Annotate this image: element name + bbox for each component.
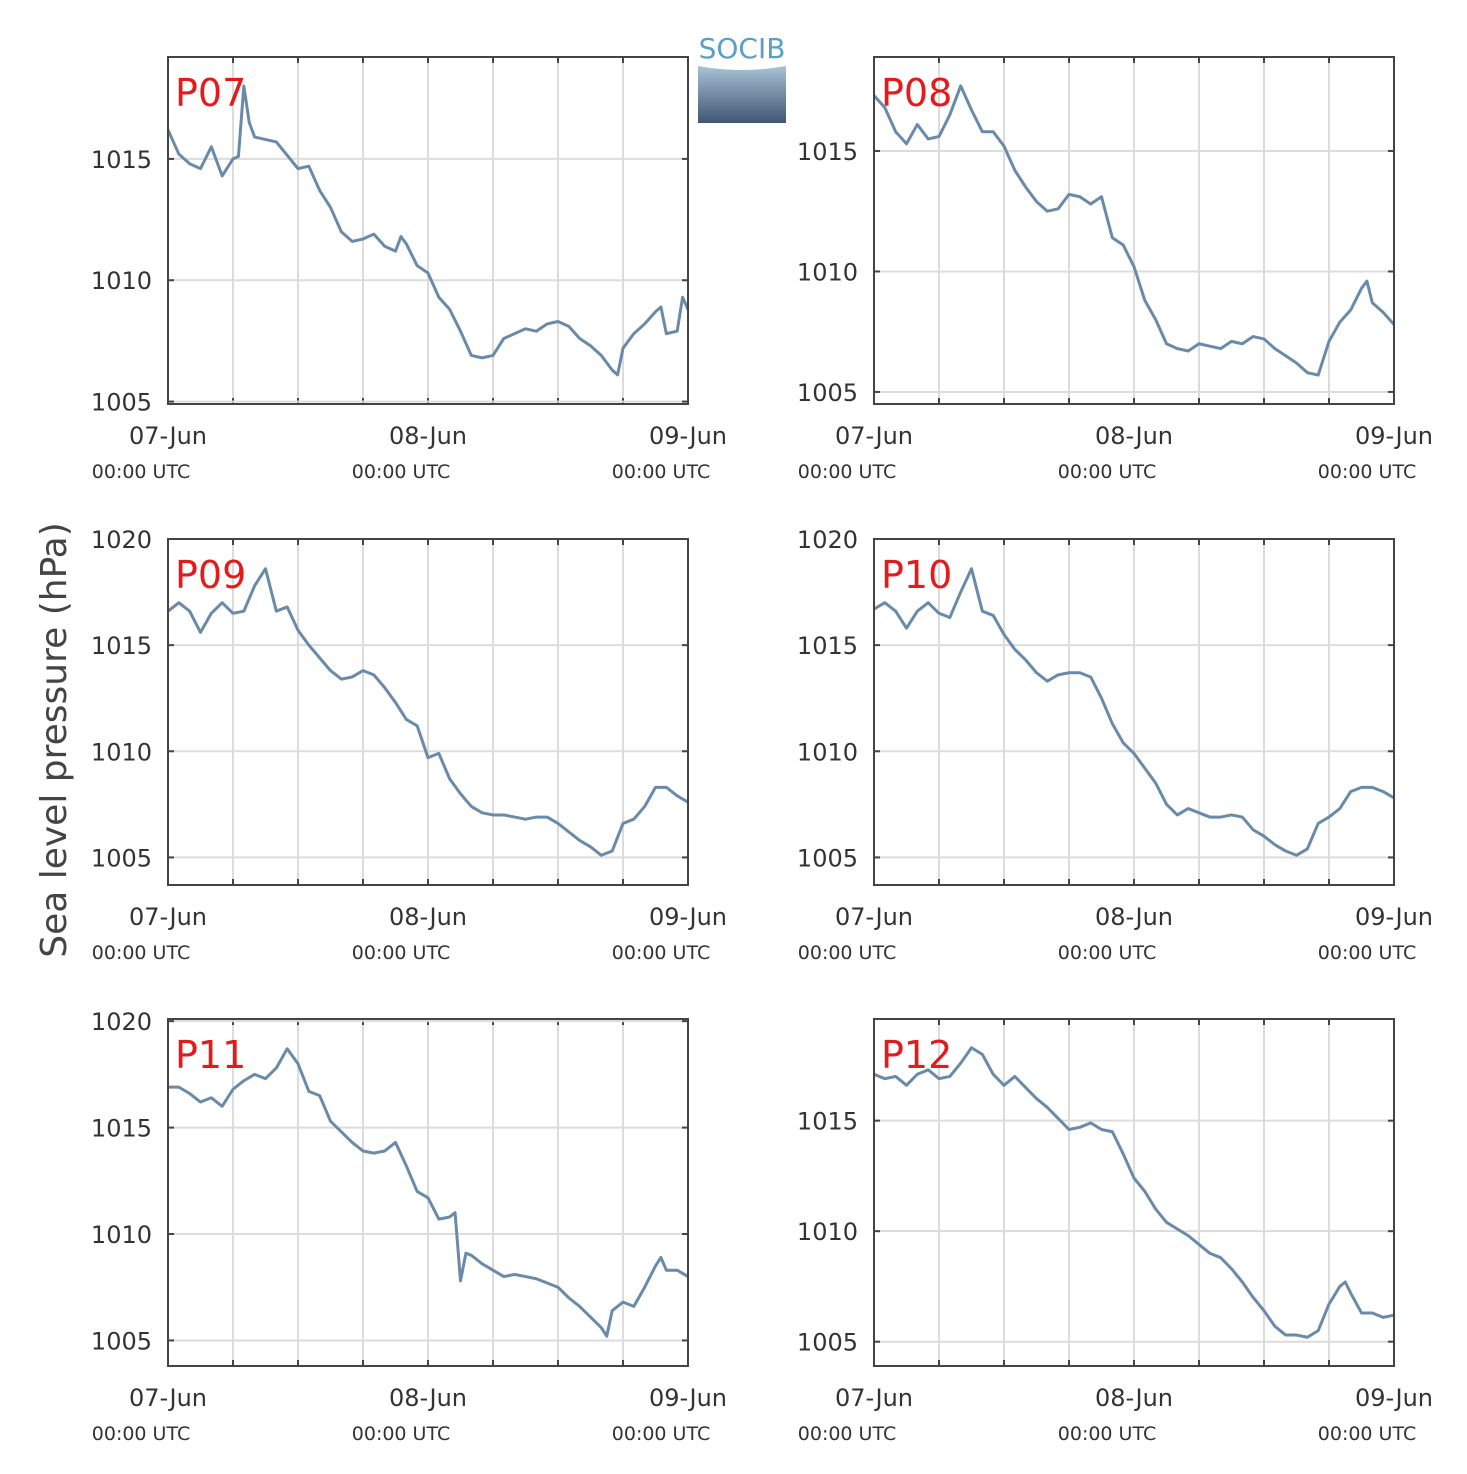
y-tick-label: 1005 [91, 389, 152, 417]
panel-title: P10 [881, 553, 952, 597]
y-tick-label: 1015 [91, 1115, 152, 1143]
x-tick-label: 09-Jun 00:00 UTC [1318, 1384, 1433, 1445]
panel: 07-Jun 00:00 UTC 08-Jun 00:00 UTC 09-Jun 00:0… [91, 1008, 727, 1445]
x-tick-label: 09-Jun 00:00 UTC [612, 422, 727, 483]
y-tick-label: 1010 [91, 267, 152, 295]
x-tick-label: 07-Jun 00:00 UTC [92, 1384, 207, 1445]
y-tick-label: 1020 [91, 1008, 152, 1036]
x-tick-label: 09-Jun 00:00 UTC [612, 903, 727, 964]
plot-frame [167, 1018, 689, 1367]
x-tick-label: 08-Jun 00:00 UTC [352, 422, 467, 483]
x-tick-label: 09-Jun 00:00 UTC [612, 1384, 727, 1445]
x-tick-label: 07-Jun 00:00 UTC [798, 903, 913, 964]
panel: 07-Jun 00:00 UTC 08-Jun 00:00 UTC 09-Jun 00:0… [91, 526, 727, 964]
x-tick-label: 09-Jun 00:00 UTC [1318, 422, 1433, 483]
x-tick-label: 07-Jun 00:00 UTC [92, 903, 207, 964]
panel-title: P12 [881, 1033, 952, 1077]
panel: 07-Jun 00:00 UTC 08-Jun 00:00 UTC 09-Jun 00:0… [797, 526, 1433, 964]
logo: SOCIB [698, 32, 786, 123]
y-tick-label: 1010 [91, 1221, 152, 1249]
data-line [872, 84, 1396, 377]
y-tick-label: 1005 [91, 1327, 152, 1355]
data-line [873, 1046, 1395, 1339]
panel: 07-Jun 00:00 UTC 08-Jun 00:00 UTC 09-Jun 00:0… [91, 56, 727, 483]
plot-frame [167, 56, 689, 405]
panel-title: P09 [175, 553, 246, 597]
x-tick-label: 07-Jun 00:00 UTC [92, 422, 207, 483]
x-tick-label: 08-Jun 00:00 UTC [352, 1384, 467, 1445]
y-tick-label: 1015 [797, 1108, 858, 1136]
plot-frame [873, 56, 1395, 405]
y-tick-label: 1020 [91, 526, 152, 554]
panel: 07-Jun 00:00 UTC 08-Jun 00:00 UTC 09-Jun 00:0… [797, 56, 1433, 483]
y-tick-label: 1005 [797, 1329, 858, 1357]
y-tick-label: 1010 [91, 738, 152, 766]
data-line [166, 84, 690, 377]
x-tick-label: 09-Jun 00:00 UTC [1318, 903, 1433, 964]
panel-title: P11 [175, 1033, 246, 1077]
data-line [168, 1047, 689, 1338]
y-tick-label: 1020 [797, 526, 858, 554]
y-tick-label: 1005 [797, 844, 858, 872]
panel-title: P07 [175, 71, 246, 115]
data-line [873, 567, 1395, 857]
y-axis-label: Sea level pressure (hPa) [34, 522, 75, 958]
logo-text: SOCIB [699, 32, 786, 65]
y-tick-label: 1015 [91, 146, 152, 174]
plot-frame [167, 538, 689, 886]
y-tick-label: 1010 [797, 258, 858, 286]
x-tick-label: 07-Jun 00:00 UTC [798, 422, 913, 483]
x-tick-label: 07-Jun 00:00 UTC [798, 1384, 913, 1445]
panel-title: P08 [881, 71, 952, 115]
logo-wave [698, 66, 786, 123]
panel: 07-Jun 00:00 UTC 08-Jun 00:00 UTC 09-Jun 00:0… [797, 1018, 1433, 1445]
y-tick-label: 1010 [797, 1218, 858, 1246]
x-tick-label: 08-Jun 00:00 UTC [1058, 422, 1173, 483]
plot-frame [873, 1018, 1395, 1367]
x-tick-label: 08-Jun 00:00 UTC [352, 903, 467, 964]
y-tick-label: 1015 [91, 632, 152, 660]
x-tick-label: 08-Jun 00:00 UTC [1058, 903, 1173, 964]
y-tick-label: 1005 [91, 844, 152, 872]
y-tick-label: 1010 [797, 738, 858, 766]
plot-frame [873, 538, 1395, 886]
y-tick-label: 1015 [797, 138, 858, 166]
x-tick-label: 08-Jun 00:00 UTC [1058, 1384, 1173, 1445]
y-tick-label: 1015 [797, 632, 858, 660]
data-line [167, 567, 689, 857]
y-tick-label: 1005 [797, 379, 858, 407]
